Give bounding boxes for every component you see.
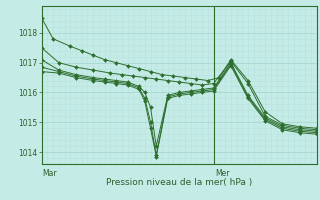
Text: Mer: Mer [215, 169, 230, 178]
Text: Mar: Mar [43, 169, 57, 178]
X-axis label: Pression niveau de la mer( hPa ): Pression niveau de la mer( hPa ) [106, 178, 252, 187]
